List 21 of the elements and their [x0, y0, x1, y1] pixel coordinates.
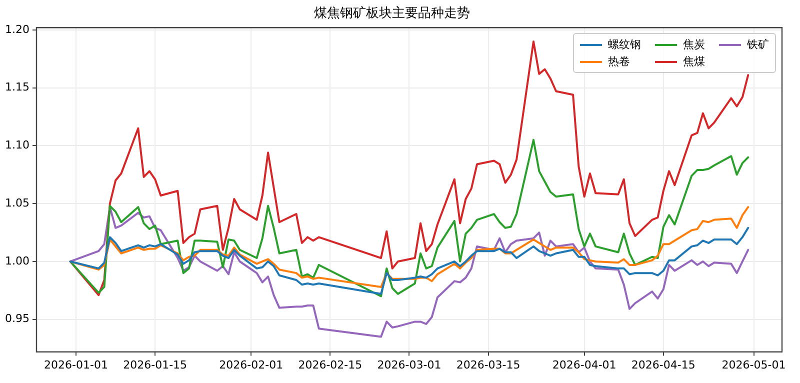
legend-label: 焦炭 [683, 37, 705, 52]
y-tick-label: 1.15 [4, 80, 30, 94]
y-tick-label: 1.05 [4, 196, 30, 210]
legend-label: 热卷 [608, 54, 630, 69]
x-tick-label: 2026-03-15 [456, 358, 520, 372]
y-tick-label: 1.20 [4, 22, 30, 36]
legend-label: 铁矿 [747, 37, 769, 52]
legend-label: 焦煤 [683, 54, 705, 69]
x-tick-label: 2026-04-01 [552, 358, 616, 372]
x-tick-label: 2026-05-01 [722, 358, 786, 372]
x-tick-label: 2026-02-01 [219, 358, 284, 372]
x-tick-label: 2026-04-15 [631, 358, 696, 372]
y-tick-label: 0.95 [4, 312, 30, 326]
x-tick-label: 2026-03-01 [377, 358, 442, 372]
chart-title: 煤焦钢矿板块主要品种走势 [314, 5, 470, 22]
x-tick-label: 2026-01-15 [123, 358, 188, 372]
y-tick-label: 1.10 [4, 138, 30, 152]
y-tick-label: 1.00 [4, 254, 30, 268]
x-tick-label: 2026-01-01 [44, 358, 108, 372]
legend-label: 螺纹钢 [608, 37, 641, 52]
x-tick-label: 2026-02-15 [298, 358, 362, 372]
